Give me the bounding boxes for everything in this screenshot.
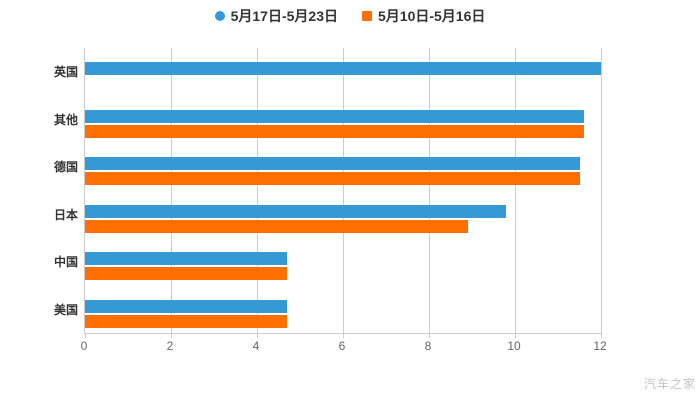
y-axis-label-日本: 日本	[53, 207, 78, 222]
legend: 5月17日-5月23日 5月10日-5月16日	[0, 6, 700, 26]
y-axis-label-美国: 美国	[53, 302, 78, 317]
category-band-6	[85, 286, 601, 334]
x-axis-tick-12	[601, 333, 602, 338]
x-axis-tick-2	[171, 333, 172, 338]
x-axis-tick-0	[85, 333, 86, 338]
watermark: 汽车之家	[643, 377, 696, 391]
y-axis-label-英国: 英国	[53, 65, 78, 80]
gridline-x-12	[601, 48, 602, 333]
legend-marker-square-icon	[362, 11, 372, 21]
bar-日本-series-1[interactable]	[85, 204, 507, 218]
category-band-5	[85, 238, 601, 286]
bar-其他-series-1[interactable]	[85, 109, 584, 123]
bar-美国-series-2[interactable]	[85, 314, 288, 328]
x-axis-tick-10	[515, 333, 516, 338]
x-tick-label-4: 4	[252, 339, 260, 353]
bar-中国-series-2[interactable]	[85, 267, 288, 280]
y-axis-label-德国: 德国	[53, 160, 78, 175]
plot-area	[84, 48, 602, 338]
x-tick-label-8: 8	[424, 339, 432, 353]
x-tick-label-0: 0	[80, 339, 88, 353]
gridline-x-6	[343, 48, 344, 333]
category-band-2	[85, 96, 601, 144]
legend-label-week-current: 5月17日-5月23日	[230, 8, 338, 24]
legend-item-week-previous[interactable]: 5月10日-5月16日	[362, 9, 485, 23]
bar-美国-series-1[interactable]	[85, 299, 288, 313]
x-tick-label-2: 2	[166, 339, 174, 353]
legend-label-week-previous: 5月10日-5月16日	[378, 8, 486, 24]
y-axis-label-中国: 中国	[53, 255, 78, 270]
gridline-x-2	[171, 48, 172, 333]
x-tick-label-12: 12	[593, 339, 607, 353]
x-axis-tick-6	[343, 333, 344, 338]
category-band-1	[85, 48, 601, 96]
x-axis-tick-8	[429, 333, 430, 338]
gridline-x-4	[257, 48, 258, 333]
bar-英国-series-1[interactable]	[85, 62, 601, 75]
gridline-x-8	[429, 48, 430, 333]
bar-德国-series-2[interactable]	[85, 172, 580, 185]
y-axis-label-其他: 其他	[53, 112, 78, 127]
x-axis-tick-4	[257, 333, 258, 338]
bar-其他-series-2[interactable]	[85, 124, 584, 138]
gridline-x-10	[515, 48, 516, 333]
x-tick-label-6: 6	[338, 339, 346, 353]
y-axis-labels: 英国其他德国日本中国美国	[0, 48, 78, 333]
bar-日本-series-2[interactable]	[85, 219, 468, 233]
x-tick-label-10: 10	[507, 339, 521, 353]
legend-marker-circle-icon	[214, 11, 225, 21]
legend-item-week-current[interactable]: 5月17日-5月23日	[214, 8, 338, 24]
bar-德国-series-1[interactable]	[85, 157, 580, 170]
x-axis-labels: 0 2 4 6 8 10 12	[80, 338, 607, 354]
category-band-4	[85, 191, 601, 239]
category-band-3	[85, 143, 601, 191]
bar-中国-series-1[interactable]	[85, 252, 288, 265]
